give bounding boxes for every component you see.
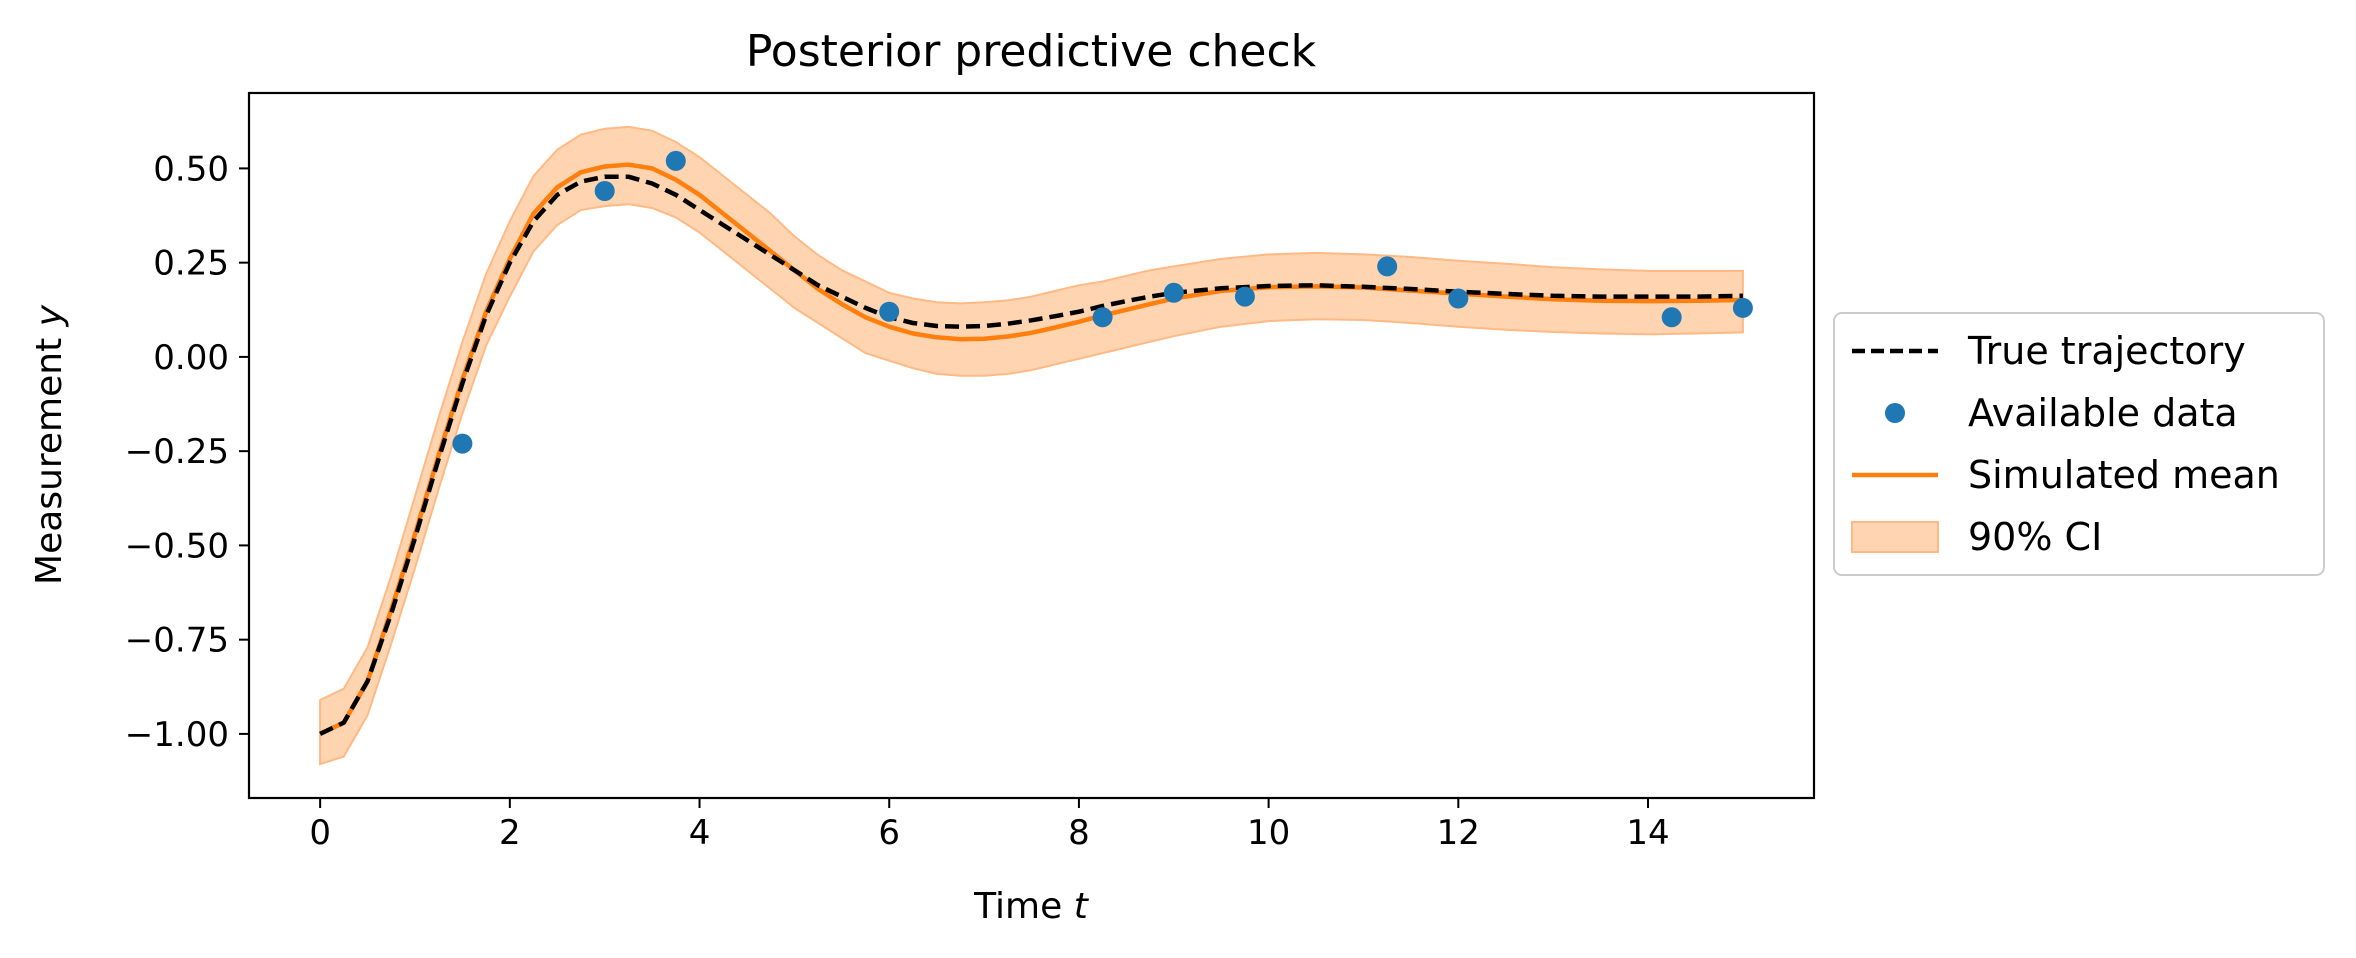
y-tick-label: −0.50 — [125, 526, 229, 566]
axes-frame — [247, 91, 1816, 800]
legend-label-available-data: Available data — [1968, 391, 2238, 435]
data-point — [1234, 286, 1255, 307]
y-axis-label-var: y — [29, 304, 70, 327]
y-axis-label-text: Measurement — [29, 326, 70, 585]
y-tick-label: −1.00 — [125, 715, 229, 755]
legend-box — [1833, 312, 2325, 576]
y-tick-label: 0.50 — [153, 149, 229, 189]
data-point — [665, 150, 686, 171]
legend-available-data-marker — [1885, 403, 1905, 423]
x-tick-label: 0 — [309, 813, 331, 853]
chart-title: Posterior predictive check — [746, 26, 1317, 77]
x-axis-label-var: t — [1074, 886, 1090, 927]
x-axis-ticks: 0 2 4 6 8 10 12 14 — [309, 798, 1670, 853]
x-axis-label: Time t — [973, 886, 1090, 927]
x-tick-label: 14 — [1626, 813, 1669, 853]
y-tick-label: −0.25 — [125, 432, 229, 472]
legend: True trajectory Available data Simulated… — [1833, 312, 2325, 576]
y-axis-ticks: 0.50 0.25 0.00 −0.25 −0.50 −0.75 −1.00 — [125, 149, 249, 755]
legend-label-simulated-mean: Simulated mean — [1968, 453, 2280, 497]
x-tick-label: 4 — [689, 813, 711, 853]
legend-label-ci: 90% CI — [1968, 515, 2102, 559]
y-tick-label: 0.25 — [153, 244, 229, 284]
data-point — [1377, 256, 1398, 277]
data-point — [1732, 297, 1753, 318]
x-axis-label-text: Time — [973, 886, 1074, 927]
x-tick-label: 10 — [1247, 813, 1290, 853]
data-point — [1163, 282, 1184, 303]
x-tick-label: 12 — [1437, 813, 1480, 853]
plot-area — [319, 125, 1753, 766]
x-tick-label: 6 — [878, 813, 900, 853]
data-points-layer — [452, 150, 1753, 454]
x-tick-label: 2 — [499, 813, 521, 853]
data-point — [452, 433, 473, 454]
data-point — [1092, 307, 1113, 328]
y-axis-label: Measurement y — [29, 304, 70, 585]
data-point — [879, 301, 900, 322]
y-tick-label: 0.00 — [153, 338, 229, 378]
data-point — [1661, 307, 1682, 328]
data-point — [594, 181, 615, 201]
legend-ci-band-marker — [1851, 521, 1939, 553]
data-point — [1448, 288, 1469, 309]
y-tick-label: −0.75 — [125, 621, 229, 661]
legend-label-true-trajectory: True trajectory — [1967, 329, 2246, 373]
x-tick-label: 8 — [1068, 813, 1090, 853]
